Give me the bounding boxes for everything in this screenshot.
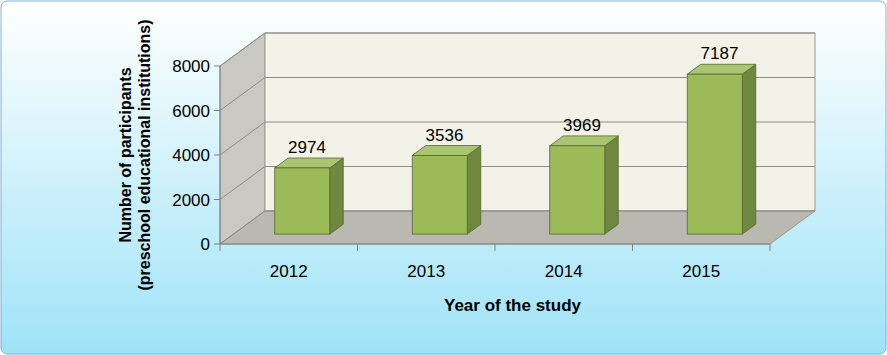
x-tick-label: 2014 <box>545 262 583 281</box>
y-axis-label: (preschool educational institutions) <box>136 19 153 290</box>
y-axis-label: Number of participants <box>117 67 134 242</box>
x-axis-label: Year of the study <box>444 296 582 315</box>
y-tick <box>214 155 220 156</box>
data-label: 3536 <box>426 126 464 145</box>
y-tick-label: 0 <box>201 235 210 254</box>
x-tick-label: 2012 <box>270 262 308 281</box>
bar <box>412 146 481 235</box>
background <box>1 1 886 354</box>
y-tick <box>214 199 220 200</box>
y-tick-label: 2000 <box>172 191 210 210</box>
grid-line <box>220 33 815 66</box>
chart-svg: 0 2000 4000 6000 8000 2012 2013 2014 2015 2974 353… <box>0 0 887 355</box>
data-label: 7187 <box>701 44 739 63</box>
x-tick <box>357 244 358 251</box>
x-tick <box>495 244 496 251</box>
data-label: 2974 <box>288 138 326 157</box>
y-tick <box>214 244 220 245</box>
x-tick <box>220 244 221 251</box>
data-label: 3969 <box>563 116 601 135</box>
y-tick <box>214 66 220 67</box>
y-tick <box>214 110 220 111</box>
bar <box>275 158 344 234</box>
y-tick-label: 8000 <box>172 57 210 76</box>
y-axis <box>220 66 221 244</box>
x-tick-label: 2013 <box>407 262 445 281</box>
x-tick <box>632 244 633 251</box>
bars <box>275 64 756 234</box>
x-tick-label: 2015 <box>682 262 720 281</box>
bar <box>550 136 619 234</box>
y-tick-label: 6000 <box>172 102 210 121</box>
chart-container: 0 2000 4000 6000 8000 2012 2013 2014 2015 2974 353… <box>0 0 887 355</box>
bar <box>687 64 756 234</box>
x-tick <box>770 244 771 251</box>
y-tick-label: 4000 <box>172 146 210 165</box>
